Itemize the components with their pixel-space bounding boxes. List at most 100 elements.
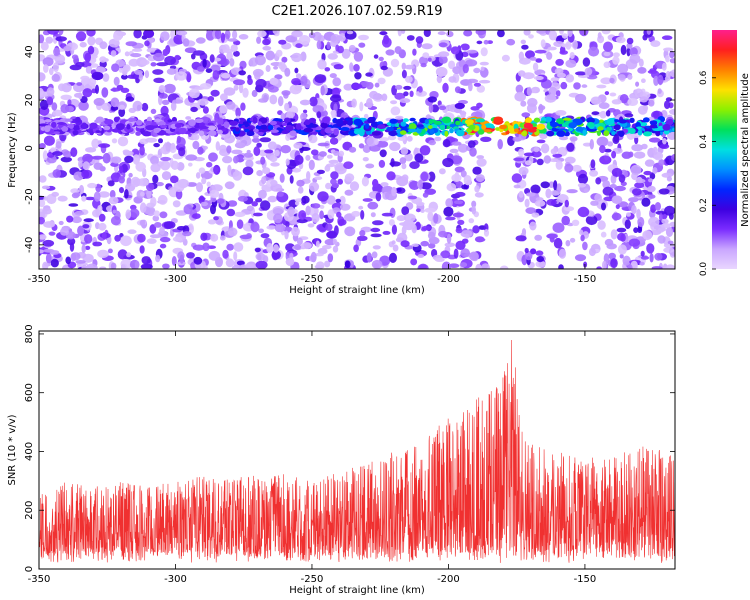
heatmap-cell: [547, 46, 557, 51]
heatmap-cell: [257, 254, 262, 261]
heatmap-cell: [423, 30, 431, 37]
heatmap-cell: [466, 78, 479, 84]
heatmap-cell: [162, 263, 170, 269]
heatmap-cell: [646, 243, 655, 254]
heatmap-band-cell: [367, 116, 376, 124]
heatmap-band-cell: [389, 118, 398, 124]
heatmap-band-cell: [104, 119, 114, 125]
heatmap-cell: [584, 67, 593, 76]
heatmap-cell: [469, 147, 477, 157]
heatmap-cell: [397, 187, 402, 193]
heatmap-cell: [330, 34, 337, 42]
heatmap-cell: [360, 210, 365, 220]
heatmap-cell: [523, 30, 531, 36]
heatmap-cell: [252, 137, 260, 143]
heatmap-cell: [110, 50, 117, 57]
heatmap-cell: [52, 62, 60, 73]
heatmap-cell: [227, 200, 238, 207]
heatmap-cell: [110, 105, 119, 111]
heatmap-cell: [160, 156, 172, 162]
heatmap-cell: [344, 260, 351, 268]
heatmap-cell: [515, 84, 524, 94]
heatmap-cell: [120, 235, 132, 247]
heatmap-cell: [296, 179, 305, 187]
heatmap-cell: [507, 135, 515, 147]
heatmap-cell: [415, 201, 425, 206]
heatmap-cell: [326, 41, 331, 50]
heatmap-cell: [422, 52, 430, 59]
heatmap-cell: [349, 181, 360, 192]
heatmap-cell: [332, 77, 342, 87]
heatmap-cell: [365, 72, 373, 77]
heatmap-cell: [438, 42, 448, 48]
heatmap-cell: [208, 152, 218, 162]
heatmap-cell: [389, 252, 397, 263]
heatmap-cell: [206, 161, 213, 168]
heatmap-cell: [497, 139, 504, 150]
heatmap-cell: [198, 196, 206, 201]
heatmap-cell: [381, 93, 388, 102]
heatmap-cell: [50, 258, 59, 268]
heatmap-cell: [291, 168, 302, 173]
heatmap-cell: [418, 86, 423, 93]
heatmap-cell: [209, 54, 215, 63]
heatmap-cell: [388, 219, 395, 226]
heatmap-cell: [618, 174, 626, 183]
heatmap-cell: [582, 57, 591, 67]
heatmap-cell: [571, 219, 580, 226]
heatmap-band-cell: [223, 121, 230, 129]
heatmap-cell: [98, 213, 106, 222]
heatmap-cell: [476, 85, 485, 93]
heatmap-cell: [400, 147, 409, 156]
snr-ticks: -350 -300 -250 -200 -150 0 200 400 600 800: [24, 324, 675, 585]
heatmap-cell: [599, 155, 612, 165]
heatmap-band-cell: [145, 125, 155, 131]
heatmap-cell: [101, 232, 107, 240]
heatmap-cell: [80, 96, 88, 103]
heatmap-cell: [480, 136, 492, 142]
heatmap-cell: [265, 65, 271, 72]
heatmap-cell: [219, 105, 228, 114]
heatmap-cell: [256, 170, 263, 177]
heatmap-cell: [339, 195, 346, 205]
heatmap-cell: [338, 219, 347, 226]
heatmap-cell: [529, 56, 537, 61]
heatmap-cell: [596, 136, 609, 147]
heatmap-cell: [650, 40, 661, 47]
heatmap-cell: [43, 64, 49, 73]
heatmap-cell: [224, 181, 235, 190]
heatmap-cell: [476, 40, 483, 45]
heatmap-cell: [269, 77, 279, 85]
heatmap-cell: [119, 165, 124, 174]
heatmap-cell: [60, 156, 72, 163]
x-tick-label: -200: [437, 274, 460, 285]
heatmap-cell: [513, 157, 525, 162]
heatmap-cell: [149, 224, 157, 234]
heatmap-band-cell: [113, 116, 120, 123]
heatmap-cell: [238, 70, 246, 76]
heatmap-cell: [118, 67, 124, 73]
heatmap-cell: [370, 233, 382, 238]
heatmap-cell: [47, 30, 59, 35]
heatmap-band-cell: [377, 124, 386, 130]
heatmap-cell: [555, 110, 567, 116]
heatmap-band-cell: [65, 118, 73, 122]
heatmap-band-cell: [334, 119, 344, 125]
heatmap-cell: [378, 159, 386, 168]
heatmap-cell: [98, 191, 110, 198]
heatmap-cell: [585, 215, 598, 226]
heatmap-cell: [468, 218, 475, 224]
heatmap-cell: [658, 188, 670, 195]
heatmap-cell: [370, 227, 381, 233]
heatmap-cell: [652, 146, 658, 155]
heatmap-cell: [331, 109, 337, 119]
heatmap-cell: [599, 145, 606, 154]
heatmap-cell: [274, 223, 286, 233]
heatmap-band-cell: [104, 131, 113, 136]
heatmap-cell: [222, 249, 229, 259]
heatmap-cell: [358, 205, 364, 210]
heatmap-cell: [646, 30, 652, 35]
heatmap-cell: [161, 171, 172, 181]
heatmap-cell: [143, 206, 156, 215]
heatmap-cell: [641, 78, 646, 83]
